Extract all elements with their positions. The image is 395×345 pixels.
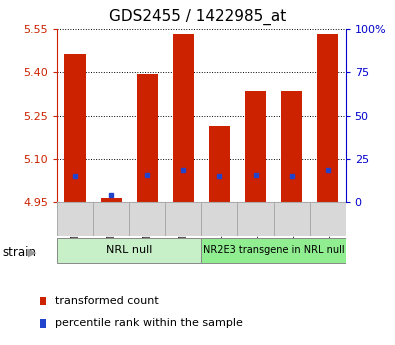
Text: NR2E3 transgene in NRL null: NR2E3 transgene in NRL null	[203, 246, 344, 255]
Bar	[64, 54, 86, 202]
Bar	[173, 33, 194, 202]
Bar	[310, 202, 346, 236]
Bar	[166, 202, 201, 236]
Bar	[201, 202, 237, 236]
Text: NRL null: NRL null	[106, 246, 152, 255]
Bar	[57, 202, 93, 236]
Text: percentile rank within the sample: percentile rank within the sample	[55, 318, 243, 328]
Bar	[237, 202, 274, 236]
Bar	[245, 91, 266, 202]
Bar	[93, 202, 130, 236]
Bar	[281, 91, 303, 202]
Bar	[317, 33, 339, 202]
Bar	[57, 238, 201, 263]
Text: GDS2455 / 1422985_at: GDS2455 / 1422985_at	[109, 9, 286, 25]
Bar	[137, 74, 158, 202]
Text: ▶: ▶	[28, 248, 37, 257]
Bar	[130, 202, 166, 236]
Bar	[274, 202, 310, 236]
Text: transformed count: transformed count	[55, 296, 159, 306]
Text: strain: strain	[2, 246, 36, 259]
Bar	[201, 238, 346, 263]
Bar	[209, 126, 230, 202]
Bar	[100, 198, 122, 202]
